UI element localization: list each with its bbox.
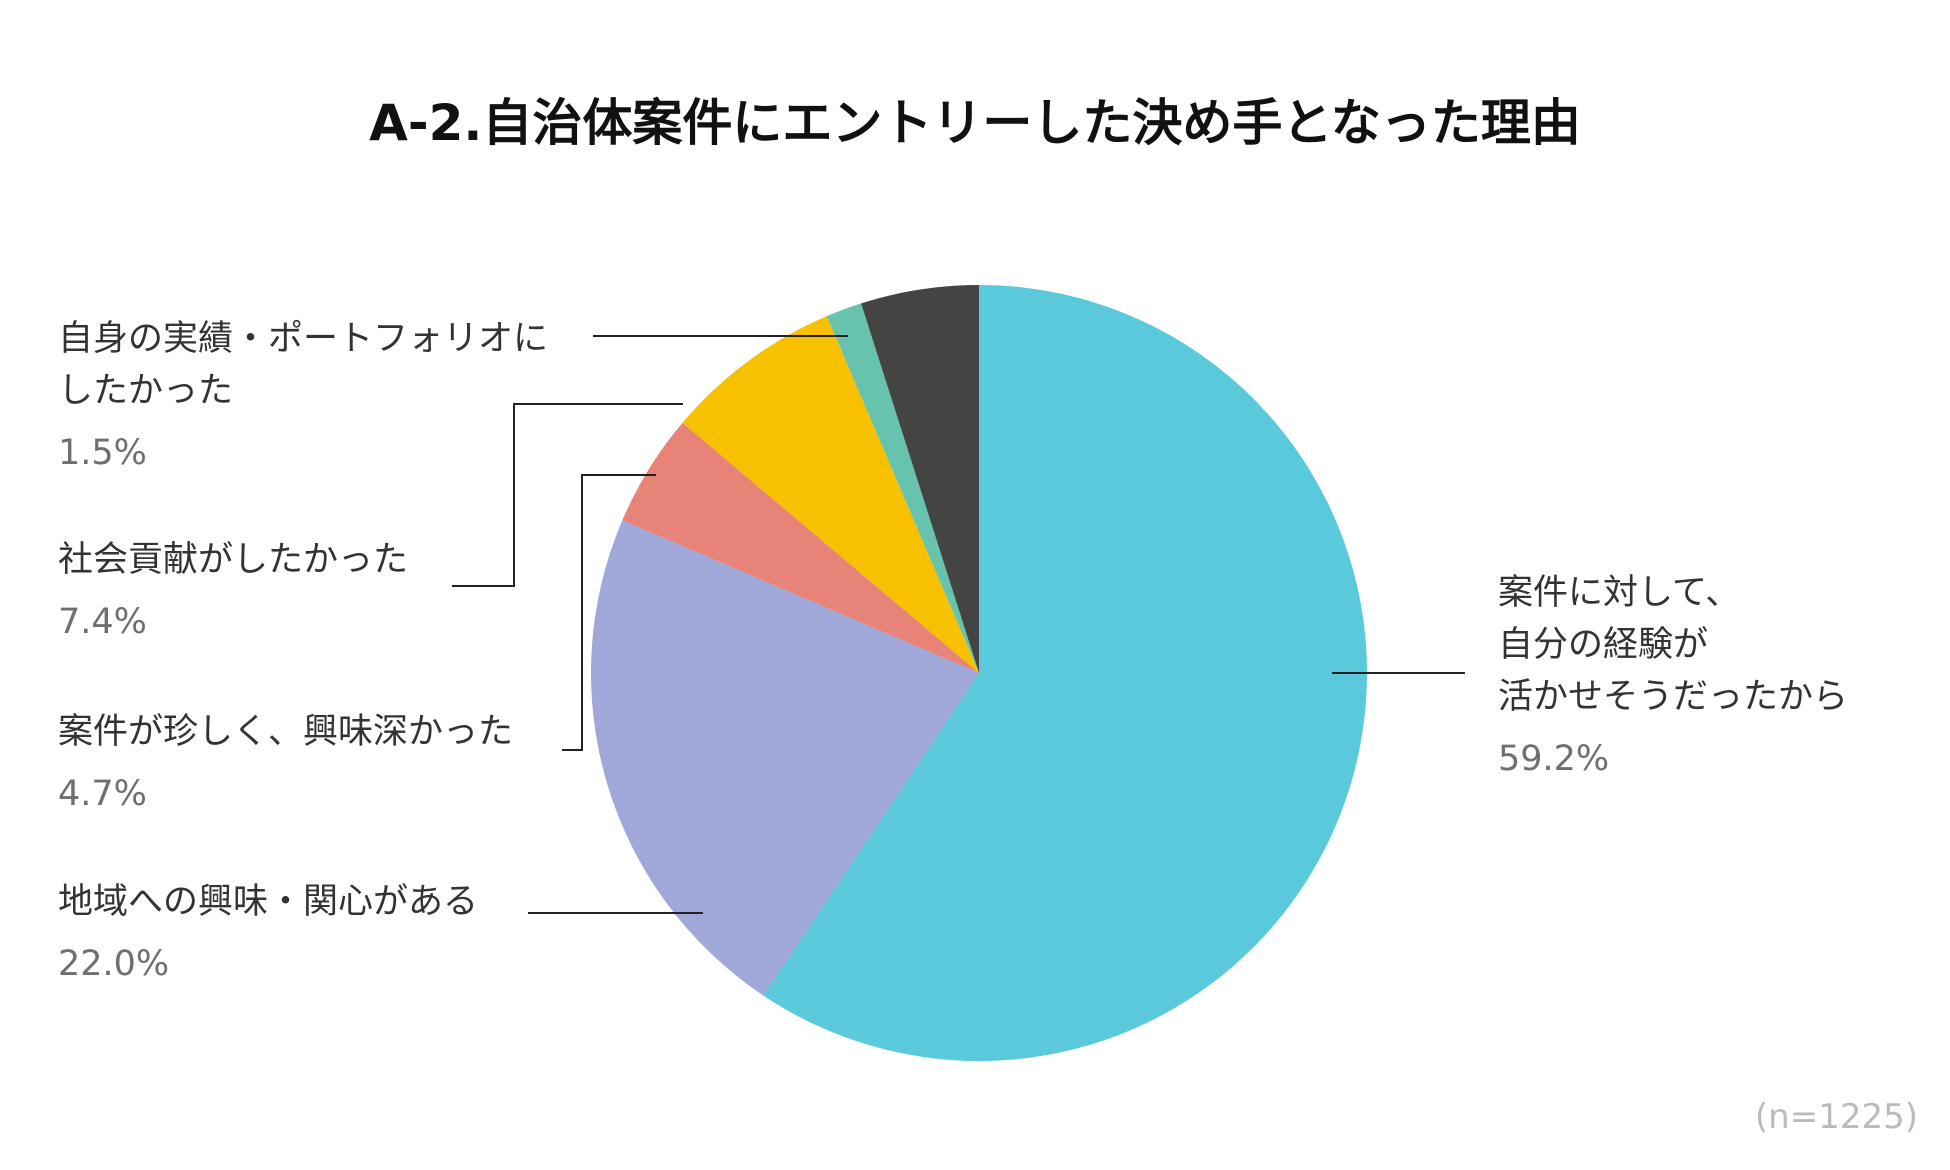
- slice-label-4-line-1: したかった: [58, 371, 233, 411]
- slice-label-0-line-1: 自分の経験が: [1498, 625, 1708, 665]
- slice-value-label-3: 7.4%: [58, 602, 147, 642]
- chart-title: A-2.自治体案件にエントリーした決め手となった理由: [369, 94, 1581, 152]
- slice-label-1-line-0: 地域への興味・関心がある: [58, 882, 478, 922]
- slice-value-label-0: 59.2%: [1498, 739, 1609, 779]
- slice-value-label-1: 22.0%: [58, 944, 169, 984]
- slice-value-label-2: 4.7%: [58, 774, 147, 814]
- pie-slice-3: [682, 316, 979, 673]
- leader-line-2: [562, 474, 656, 751]
- slice-value-label-4: 1.5%: [58, 433, 147, 473]
- pie-slice-4: [826, 303, 979, 673]
- pie-slice-2: [622, 422, 979, 673]
- pie-slice-1: [590, 520, 979, 996]
- slice-label-4-line-0: 自身の実績・ポートフォリオに: [58, 319, 548, 359]
- pie-slice-0: [763, 285, 1368, 1061]
- sample-size-note: (n=1225): [1755, 1097, 1918, 1137]
- slice-label-0-line-0: 案件に対して、: [1498, 573, 1740, 613]
- leader-lines: [452, 335, 1465, 914]
- slice-label-0-line-2: 活かせそうだったから: [1498, 677, 1848, 717]
- slice-label-3-line-0: 社会貢献がしたかった: [58, 540, 408, 580]
- leader-line-3: [452, 403, 683, 587]
- pie-slice-5: [861, 285, 979, 673]
- pie-slices: [590, 285, 1368, 1061]
- slice-label-2-line-0: 案件が珍しく、興味深かった: [58, 712, 513, 752]
